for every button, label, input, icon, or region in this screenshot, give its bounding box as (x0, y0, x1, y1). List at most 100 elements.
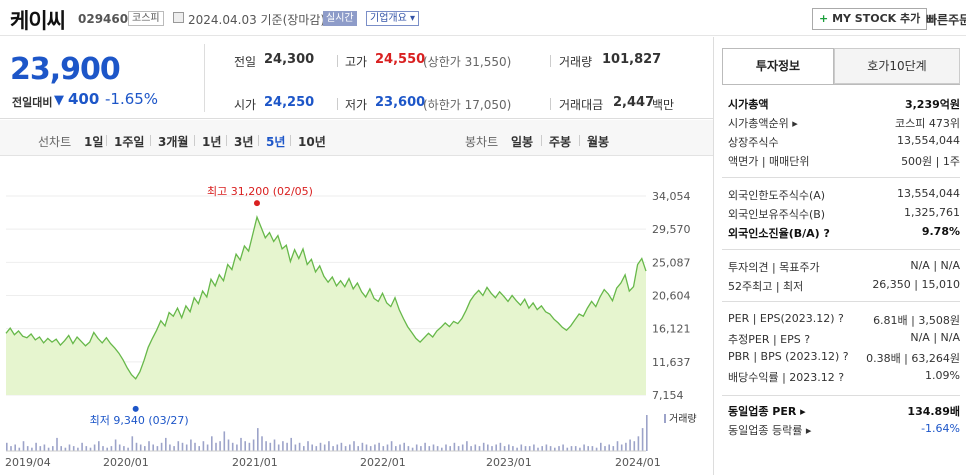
line-chart-label: 선차트 (38, 135, 72, 149)
volume-bar (516, 447, 518, 451)
separator (226, 135, 227, 146)
volume-bar (508, 444, 510, 451)
change-rate: -1.65% (105, 90, 159, 108)
volume-bar (173, 446, 175, 451)
volume-bar (424, 442, 426, 451)
info-value: 1.09% (925, 369, 960, 382)
volume-bar (512, 446, 514, 451)
period-3m[interactable]: 3개월 (158, 135, 189, 149)
tab-investment-info[interactable]: 투자정보 (722, 48, 834, 84)
tab-underline (722, 84, 960, 85)
header-bar (0, 0, 966, 36)
volume-legend: 거래량 (669, 413, 697, 425)
volume-bar (625, 442, 627, 451)
separator (579, 135, 580, 146)
period-3y[interactable]: 3년 (234, 135, 254, 149)
info-label: 상장주식수 (728, 136, 779, 149)
info-row: 시가총액 3,239억원 (728, 96, 960, 114)
volume-bar (114, 439, 117, 451)
info-row: 외국인소진율(B/A) ? 9.78% (728, 225, 960, 243)
volume-bar (524, 446, 527, 451)
volume-bar (202, 441, 205, 451)
mystock-add-button[interactable]: + MY STOCK 추가 (812, 8, 928, 30)
period-1w[interactable]: 1주일 (114, 135, 145, 149)
volume-bars (6, 415, 648, 452)
low-annotation: 최저 9,340 (03/27) (90, 414, 189, 427)
amount-unit: 백만 (652, 98, 675, 112)
volume-bar (562, 444, 564, 451)
x-axis-ticks: 2019/04 2020/01 2021/01 2022/01 2023/01 2024/… (5, 456, 661, 469)
volume-bar (319, 442, 322, 451)
info-label[interactable]: 외국인소진율(B/A) ? (728, 227, 830, 240)
volume-bar (315, 446, 318, 451)
volume-bar (269, 442, 272, 451)
volume-bar (56, 437, 58, 451)
info-value: 9.78% (921, 225, 960, 238)
period-1d[interactable]: 1일 (84, 135, 104, 149)
info-label[interactable]: 시가총액순위 ▸ (728, 117, 798, 130)
volume-bar (244, 441, 246, 451)
separator (290, 135, 291, 146)
separator (150, 135, 151, 146)
volume-bar (545, 444, 548, 451)
info-value: 13,554,044 (897, 134, 960, 147)
amount-label: 거래대금 (559, 98, 604, 112)
period-1y[interactable]: 1년 (202, 135, 222, 149)
volume-bar (549, 446, 552, 451)
price-chart[interactable]: 34,054 29,570 25,087 20,604 16,121 11,637 7,15… (0, 157, 713, 475)
x-tick-label: 2022/01 (360, 456, 406, 469)
volume-bar (558, 446, 560, 451)
tab-orderbook[interactable]: 호가10단계 (834, 48, 960, 84)
candle-daily[interactable]: 일봉 (511, 135, 534, 149)
volume-bar (520, 444, 523, 451)
volume-bar (487, 444, 489, 451)
volume-bar (286, 442, 288, 451)
volume-bar (169, 444, 171, 451)
info-label: 52주최고 | 최저 (728, 280, 804, 293)
volume-bar (470, 446, 472, 451)
candle-weekly[interactable]: 주봉 (549, 135, 572, 149)
volume-bar (72, 446, 75, 451)
volume-bar (290, 437, 292, 451)
info-label[interactable]: 배당수익률 | 2023.12 ? (728, 371, 845, 384)
volume-bar (127, 447, 129, 451)
info-label[interactable]: 동일업종 등락률 ▸ (728, 424, 812, 437)
period-5y[interactable]: 5년 (266, 135, 286, 149)
volume-bar (620, 444, 623, 451)
quick-order-button[interactable]: 빠른주문 (926, 13, 966, 27)
volume-bar (386, 444, 389, 451)
period-10y[interactable]: 10년 (298, 135, 326, 149)
company-overview-button[interactable]: 기업개요 ▾ (366, 11, 419, 26)
volume-bar (616, 441, 619, 451)
divider (722, 177, 960, 178)
info-value: 1,325,761 (904, 206, 960, 219)
volume-bar (428, 446, 431, 451)
volume-bar (587, 446, 589, 451)
volume-bar (35, 442, 37, 451)
info-label[interactable]: 추정PER | EPS ? (728, 333, 811, 346)
volume-bar (466, 441, 468, 451)
info-row: PER | EPS(2023.12) ? 6.81배 | 3,508원 (728, 312, 960, 330)
separator (106, 135, 107, 146)
volume-label: 거래량 (559, 55, 593, 69)
separator (258, 135, 259, 146)
candle-monthly[interactable]: 월봉 (587, 135, 610, 149)
info-label[interactable]: 동일업종 PER ▸ (728, 405, 806, 418)
price-summary (0, 37, 713, 119)
low-marker (132, 405, 139, 412)
divider (204, 44, 205, 112)
volume-bar (503, 446, 506, 451)
volume-bar (457, 446, 460, 451)
info-label[interactable]: PBR | BPS (2023.12) ? (728, 350, 849, 363)
info-label[interactable]: PER | EPS(2023.12) ? (728, 312, 844, 325)
volume-bar (248, 442, 251, 451)
volume-bar (93, 444, 96, 451)
volume-bar (148, 441, 150, 451)
volume-bar (574, 446, 577, 451)
volume-bar (478, 446, 481, 451)
realtime-badge[interactable]: 실시간 (323, 11, 357, 26)
change-label: 전일대비 (12, 96, 53, 109)
volume-bar (110, 446, 113, 451)
volume-bar (240, 437, 242, 451)
info-row: 투자의견 | 목표주가 N/A | N/A (728, 259, 960, 277)
